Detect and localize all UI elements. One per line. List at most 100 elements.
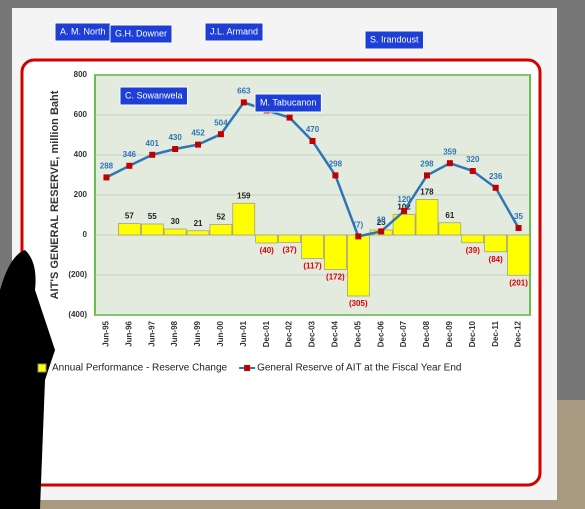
line-marker [515, 225, 522, 231]
bar-value-label: 61 [445, 211, 454, 220]
bar-value-label: 30 [171, 217, 180, 226]
x-tick-label: Jun-95 [102, 320, 111, 346]
line-value-label: 430 [168, 133, 182, 142]
y-tick-label: 600 [74, 110, 88, 119]
bar [301, 234, 324, 259]
legend-swatch [37, 363, 47, 373]
bar [392, 214, 416, 236]
line-marker [492, 184, 499, 191]
x-tick-label: Dec-12 [514, 320, 523, 347]
line-marker [446, 160, 453, 167]
line-value-label: 663 [237, 87, 251, 96]
bar [255, 234, 279, 244]
x-tick-label: Dec-04 [331, 320, 340, 347]
bar-value-label: 52 [216, 213, 225, 222]
line-marker [355, 233, 362, 240]
bar-value-label: 57 [125, 212, 134, 221]
line-marker [378, 228, 385, 235]
x-tick-label: Jun-99 [193, 320, 202, 346]
bar-value-label: (172) [326, 273, 345, 282]
x-tick-label: Dec-02 [285, 320, 294, 347]
name-label: C. Sowanwela [125, 90, 183, 100]
line-marker [309, 138, 316, 144]
name-label: A. M. North [60, 26, 106, 36]
name-label: G.H. Downer [115, 28, 167, 38]
line-value-label: 298 [420, 160, 434, 169]
line-value-label: 120 [397, 195, 411, 204]
bar [415, 199, 439, 236]
x-tick-label: Dec-07 [399, 320, 408, 347]
silhouette [0, 250, 55, 509]
line-marker [195, 141, 202, 148]
y-axis-title: AIT'S GENERAL RESERVE, million Baht [49, 90, 61, 299]
line-value-label: 298 [329, 160, 343, 169]
name-box [119, 86, 189, 106]
bar-value-label: 102 [397, 203, 411, 212]
bar [163, 228, 187, 236]
line-value-label: 35 [514, 212, 523, 221]
name-box [254, 93, 322, 113]
x-tick-label: Dec-09 [445, 320, 454, 347]
legend-swatch [244, 365, 251, 371]
name-box [364, 30, 425, 50]
bar [461, 234, 485, 244]
bar-value-label: 25 [377, 218, 386, 227]
line-value-label: 359 [443, 147, 457, 156]
line-marker [126, 162, 133, 169]
x-tick-label: Jun-01 [239, 320, 248, 346]
line-marker [423, 172, 430, 179]
line-value-label: 320 [466, 155, 480, 164]
name-label: S. Irandoust [370, 34, 419, 44]
x-tick-label: Dec-05 [353, 320, 362, 347]
line-marker [240, 99, 247, 106]
legend-label: General Reserve of AIT at the Fiscal Yea… [257, 363, 461, 374]
line-value-label: 18 [377, 216, 386, 225]
y-tick-label: 0 [83, 230, 88, 239]
bar-value-label: (40) [260, 246, 275, 255]
x-tick-label: Dec-03 [308, 320, 317, 347]
name-label: J.L. Armand [210, 26, 258, 36]
bar [278, 234, 301, 243]
name-box [204, 22, 264, 42]
x-tick-label: Jun-98 [170, 320, 179, 346]
bar-value-label: 178 [420, 188, 434, 197]
bar [438, 222, 462, 236]
bar-value-label: 159 [237, 191, 251, 200]
line-marker [172, 146, 179, 152]
bar [118, 223, 141, 236]
line-marker [286, 114, 293, 121]
bar-value-label: (117) [303, 262, 322, 271]
bar-value-label: (305) [349, 299, 368, 308]
line-marker [103, 174, 110, 181]
x-tick-label: Jun-00 [216, 320, 225, 346]
bar-value-label: (84) [489, 255, 504, 264]
line-value-label: 288 [100, 162, 114, 171]
x-tick-label: Dec-01 [262, 320, 271, 347]
line-marker [332, 172, 339, 179]
line-value-label: 401 [146, 139, 160, 148]
bar-value-label: 21 [194, 219, 203, 228]
line-marker [217, 131, 224, 138]
x-tick-label: Dec-08 [422, 320, 431, 347]
bar-value-label: 55 [148, 212, 157, 221]
bar [209, 224, 233, 236]
bar [186, 230, 210, 236]
y-tick-label: 400 [74, 150, 88, 159]
x-tick-label: Dec-11 [491, 320, 500, 346]
line-value-label: (7) [353, 221, 363, 230]
x-tick-label: Dec-06 [376, 320, 385, 347]
legend-label: Annual Performance - Reserve Change [52, 363, 228, 374]
y-tick-label: (400) [68, 310, 87, 319]
bar-value-label: (37) [282, 246, 297, 255]
line-marker [149, 151, 156, 158]
bar [507, 234, 530, 276]
bar [484, 234, 507, 253]
line-marker [469, 168, 476, 174]
line-value-label: 236 [489, 172, 503, 181]
y-tick-label: 200 [74, 190, 88, 199]
y-tick-label: (200) [68, 270, 87, 279]
bar-value-label: (39) [466, 246, 481, 255]
y-tick-label: 800 [74, 70, 88, 79]
bar [346, 234, 370, 297]
